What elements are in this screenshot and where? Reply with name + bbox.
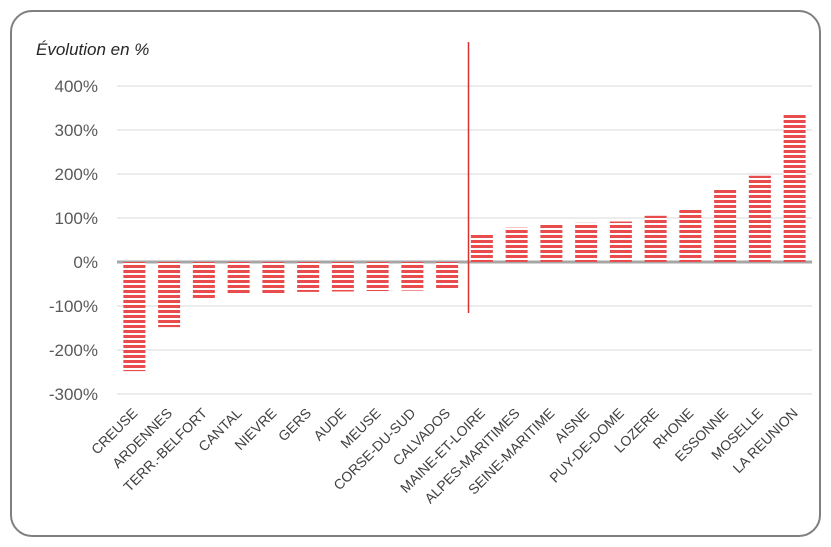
bar bbox=[366, 262, 389, 292]
bar bbox=[227, 262, 250, 295]
y-tick-label: 100% bbox=[55, 209, 98, 228]
bar bbox=[158, 262, 181, 328]
bar bbox=[470, 233, 493, 262]
y-tick-label: -200% bbox=[49, 341, 98, 360]
bar bbox=[609, 221, 632, 262]
y-tick-label: -300% bbox=[49, 385, 98, 404]
bar bbox=[401, 262, 424, 291]
y-tick-label: 200% bbox=[55, 165, 98, 184]
bar bbox=[748, 175, 771, 262]
bar bbox=[644, 215, 667, 262]
y-tick-label: -100% bbox=[49, 297, 98, 316]
x-tick-label: GERS bbox=[275, 405, 314, 444]
bar bbox=[783, 115, 806, 262]
bar bbox=[505, 227, 528, 262]
bar bbox=[123, 262, 146, 372]
bar bbox=[679, 208, 702, 262]
bar bbox=[575, 222, 598, 262]
bar bbox=[297, 262, 320, 292]
y-tick-label: 400% bbox=[55, 77, 98, 96]
bar bbox=[714, 188, 737, 262]
bar bbox=[331, 262, 354, 292]
bar bbox=[436, 262, 459, 290]
y-tick-label: 300% bbox=[55, 121, 98, 140]
bar bbox=[262, 262, 285, 295]
y-tick-label: 0% bbox=[73, 253, 98, 272]
y-axis-title: Évolution en % bbox=[36, 40, 149, 59]
bar bbox=[192, 262, 215, 299]
bar bbox=[540, 224, 563, 262]
